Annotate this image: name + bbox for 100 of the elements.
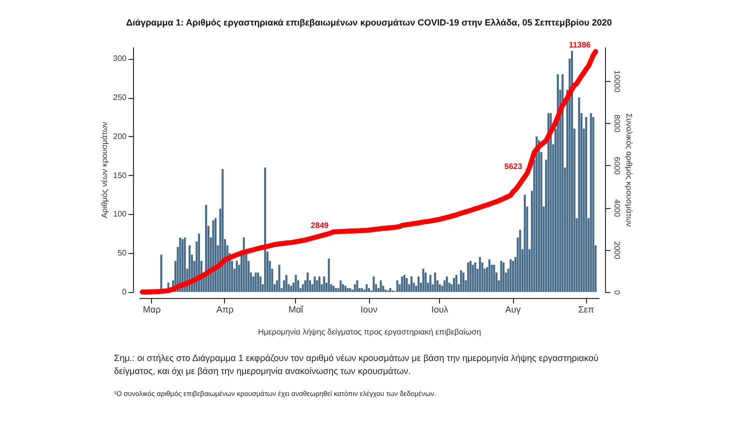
y2-tick-label: 10000: [612, 70, 622, 93]
bar: [585, 117, 588, 292]
bar: [366, 284, 368, 292]
bar: [318, 276, 320, 292]
y-tick-label: 100: [113, 210, 128, 219]
bar: [488, 259, 490, 292]
y-axis-title: Αριθμός νέων κρουσμάτων: [100, 122, 110, 218]
bar: [406, 278, 408, 292]
x-tick-label: Ιουν: [360, 304, 378, 314]
bar: [332, 286, 335, 292]
bar: [278, 264, 280, 292]
bar: [396, 280, 398, 292]
y-tick-label: 0: [122, 288, 128, 296]
bar: [356, 280, 358, 292]
bar: [236, 260, 238, 292]
bar: [372, 276, 375, 292]
bar: [462, 272, 464, 292]
bar: [547, 113, 550, 292]
y2-tick-label: 8000: [612, 114, 622, 133]
bar: [264, 168, 266, 292]
bar: [222, 169, 224, 292]
bar: [314, 276, 316, 292]
bar: [429, 274, 432, 292]
y-tick-label: 250: [113, 93, 128, 102]
bar: [550, 113, 552, 292]
bar: [340, 280, 342, 292]
bar: [590, 113, 592, 292]
data-label: 11386: [568, 40, 592, 50]
bar: [403, 274, 406, 292]
bar: [294, 274, 297, 292]
bar: [346, 288, 349, 292]
x-tick-label: Μαΐ: [288, 304, 304, 314]
bar: [467, 262, 470, 292]
bar: [562, 74, 564, 292]
x-axis-title: Ημερομηνία λήψης δείγματος προς εργαστηριακή επιβεβαίωση: [258, 328, 482, 336]
bar: [252, 276, 254, 292]
y2-tick-label: 0: [612, 290, 622, 296]
x-tick-label: Μαρ: [142, 304, 161, 314]
x-tick-label: Σεπ: [578, 304, 594, 314]
bar: [538, 140, 540, 292]
bar: [389, 288, 392, 292]
chart-title: Διάγραμμα 1: Αριθμός εργαστηριακά επιβεβαιωμένων κρουσμάτων COVID-19 στην Ελλάδα, 05 Σεπτεμβρίου 2020: [126, 18, 612, 28]
bar: [323, 276, 326, 292]
data-label: 5623: [504, 162, 523, 172]
bar: [242, 238, 245, 292]
bar: [418, 276, 420, 292]
y2-axis-title: Συνολικός αριθμός κρουσμάτων: [624, 113, 634, 227]
bar: [524, 194, 526, 292]
bar: [478, 257, 481, 292]
bar: [354, 284, 356, 292]
bar: [519, 230, 522, 292]
bar: [510, 259, 512, 292]
bar: [259, 276, 262, 292]
y-tick-label: 50: [118, 248, 128, 258]
x-tick-label: Αυγ: [505, 304, 522, 314]
bar: [290, 286, 292, 292]
bar: [205, 204, 208, 292]
bar: [410, 276, 412, 292]
y2-tick-label: 4000: [612, 199, 622, 218]
bar: [380, 280, 382, 292]
bar: [212, 220, 214, 292]
bar: [474, 262, 476, 292]
bar: [342, 284, 344, 292]
bar: [536, 136, 538, 292]
x-tick-label: Απρ: [216, 304, 234, 314]
bar: [257, 272, 260, 292]
bar: [214, 218, 217, 292]
bar: [470, 260, 472, 292]
x-tick-label: Ιουλ: [431, 304, 449, 314]
bar: [434, 272, 436, 292]
bar: [502, 262, 505, 292]
bar: [349, 288, 352, 292]
bar: [302, 284, 304, 292]
bar: [344, 286, 346, 292]
bar: [179, 238, 182, 292]
bar: [444, 280, 446, 292]
bar: [306, 272, 309, 292]
y2-tick-label: 6000: [612, 156, 622, 176]
y-tick-label: 150: [113, 170, 128, 180]
text: Σημ.: οι στήλες στο Διάγραμμα 1 εκφράζουν τον αριθμό νέων κρουσμάτων με βάση την ημερομηνία λήψης εργαστηριακού δείγματος, και όχι με βάση την ημερομηνία ανακοίνωσης των κρουσμάτων.: [114, 353, 598, 376]
bar: [446, 276, 448, 292]
bar: [401, 276, 404, 292]
bar: [493, 264, 496, 292]
bar: [360, 288, 363, 292]
bar: [328, 258, 330, 292]
bar: [285, 274, 288, 292]
bar: [184, 238, 186, 292]
bar: [571, 50, 574, 292]
bar: [422, 268, 424, 292]
bar: [592, 117, 594, 292]
bar: [254, 272, 257, 292]
bar: [500, 260, 502, 292]
data-label: 2849: [310, 220, 330, 230]
bar: [472, 264, 474, 292]
bar: [578, 98, 580, 292]
bar: [198, 234, 200, 292]
bar: [452, 278, 455, 292]
bar: [438, 284, 441, 292]
bar: [460, 270, 462, 292]
bar: [556, 74, 559, 292]
